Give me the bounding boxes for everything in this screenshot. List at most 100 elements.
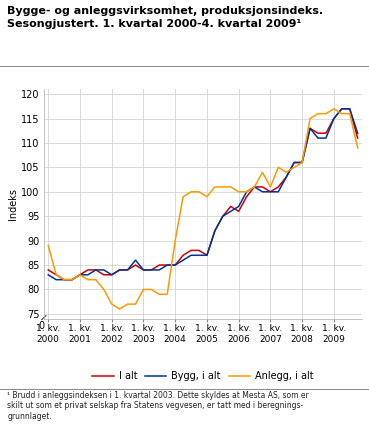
Bygg, i alt: [117, 267, 122, 272]
Line: Bygg, i alt: Bygg, i alt: [48, 109, 358, 280]
Anlegg, i alt: [173, 238, 177, 243]
Bygg, i alt: [284, 175, 289, 180]
Bygg, i alt: [189, 253, 193, 258]
I alt: [62, 277, 66, 282]
Anlegg, i alt: [101, 287, 106, 292]
Anlegg, i alt: [141, 287, 146, 292]
Bygg, i alt: [268, 189, 273, 194]
Anlegg, i alt: [300, 160, 304, 165]
Bygg, i alt: [197, 253, 201, 258]
Anlegg, i alt: [86, 277, 90, 282]
Bygg, i alt: [157, 267, 162, 272]
I alt: [284, 175, 289, 180]
Anlegg, i alt: [355, 145, 360, 150]
Bygg, i alt: [213, 228, 217, 233]
Anlegg, i alt: [181, 194, 185, 199]
I alt: [141, 267, 146, 272]
I alt: [189, 248, 193, 253]
Bygg, i alt: [228, 209, 233, 214]
Bygg, i alt: [348, 106, 352, 111]
I alt: [213, 228, 217, 233]
Anlegg, i alt: [117, 306, 122, 312]
Anlegg, i alt: [316, 111, 320, 116]
Anlegg, i alt: [205, 194, 209, 199]
I alt: [117, 267, 122, 272]
Anlegg, i alt: [268, 184, 273, 190]
Anlegg, i alt: [339, 111, 344, 116]
Anlegg, i alt: [78, 272, 82, 278]
Bygg, i alt: [205, 253, 209, 258]
Bygg, i alt: [252, 184, 257, 190]
Text: ¹ Brudd i anleggsindeksen i 1. kvartal 2003. Dette skyldes at Mesta AS, som er
s: ¹ Brudd i anleggsindeksen i 1. kvartal 2…: [7, 391, 309, 421]
Bygg, i alt: [165, 263, 169, 268]
Anlegg, i alt: [62, 277, 66, 282]
Bygg, i alt: [101, 267, 106, 272]
I alt: [324, 130, 328, 136]
Bygg, i alt: [70, 277, 74, 282]
Bygg, i alt: [173, 263, 177, 268]
I alt: [173, 263, 177, 268]
I alt: [268, 189, 273, 194]
Anlegg, i alt: [125, 302, 130, 307]
Anlegg, i alt: [284, 170, 289, 175]
Anlegg, i alt: [94, 277, 98, 282]
I alt: [78, 272, 82, 278]
I alt: [355, 136, 360, 141]
Anlegg, i alt: [46, 243, 51, 248]
Bygg, i alt: [276, 189, 280, 194]
Anlegg, i alt: [332, 106, 336, 111]
Bygg, i alt: [46, 272, 51, 278]
I alt: [244, 194, 249, 199]
I alt: [237, 209, 241, 214]
Line: I alt: I alt: [48, 109, 358, 280]
Bygg, i alt: [78, 272, 82, 278]
I alt: [181, 253, 185, 258]
I alt: [94, 267, 98, 272]
Bygg, i alt: [300, 160, 304, 165]
Anlegg, i alt: [213, 184, 217, 190]
Bygg, i alt: [244, 189, 249, 194]
I alt: [300, 160, 304, 165]
Anlegg, i alt: [197, 189, 201, 194]
I alt: [221, 214, 225, 219]
Bygg, i alt: [355, 130, 360, 136]
I alt: [125, 267, 130, 272]
I alt: [348, 106, 352, 111]
Anlegg, i alt: [189, 189, 193, 194]
Anlegg, i alt: [221, 184, 225, 190]
Anlegg, i alt: [149, 287, 154, 292]
Bygg, i alt: [237, 204, 241, 209]
I alt: [252, 184, 257, 190]
Line: Anlegg, i alt: Anlegg, i alt: [48, 109, 358, 309]
Anlegg, i alt: [260, 170, 265, 175]
Bygg, i alt: [94, 267, 98, 272]
Bygg, i alt: [292, 160, 296, 165]
Anlegg, i alt: [70, 277, 74, 282]
Y-axis label: Indeks: Indeks: [8, 188, 18, 220]
I alt: [70, 277, 74, 282]
Anlegg, i alt: [157, 292, 162, 297]
Text: Bygge- og anleggsvirksomhet, produksjonsindeks.: Bygge- og anleggsvirksomhet, produksjons…: [7, 6, 324, 17]
I alt: [110, 272, 114, 278]
I alt: [101, 272, 106, 278]
I alt: [332, 116, 336, 121]
I alt: [228, 204, 233, 209]
I alt: [316, 130, 320, 136]
Bygg, i alt: [110, 272, 114, 278]
Bygg, i alt: [125, 267, 130, 272]
Bygg, i alt: [260, 189, 265, 194]
Anlegg, i alt: [252, 184, 257, 190]
Bygg, i alt: [221, 214, 225, 219]
I alt: [86, 267, 90, 272]
Anlegg, i alt: [54, 272, 58, 278]
I alt: [46, 267, 51, 272]
Bygg, i alt: [62, 277, 66, 282]
Text: Sesongjustert. 1. kvartal 2000-4. kvartal 2009¹: Sesongjustert. 1. kvartal 2000-4. kvarta…: [7, 19, 302, 29]
Anlegg, i alt: [228, 184, 233, 190]
I alt: [260, 184, 265, 190]
Anlegg, i alt: [308, 116, 312, 121]
Anlegg, i alt: [348, 111, 352, 116]
Bygg, i alt: [324, 136, 328, 141]
I alt: [308, 126, 312, 131]
Anlegg, i alt: [276, 165, 280, 170]
